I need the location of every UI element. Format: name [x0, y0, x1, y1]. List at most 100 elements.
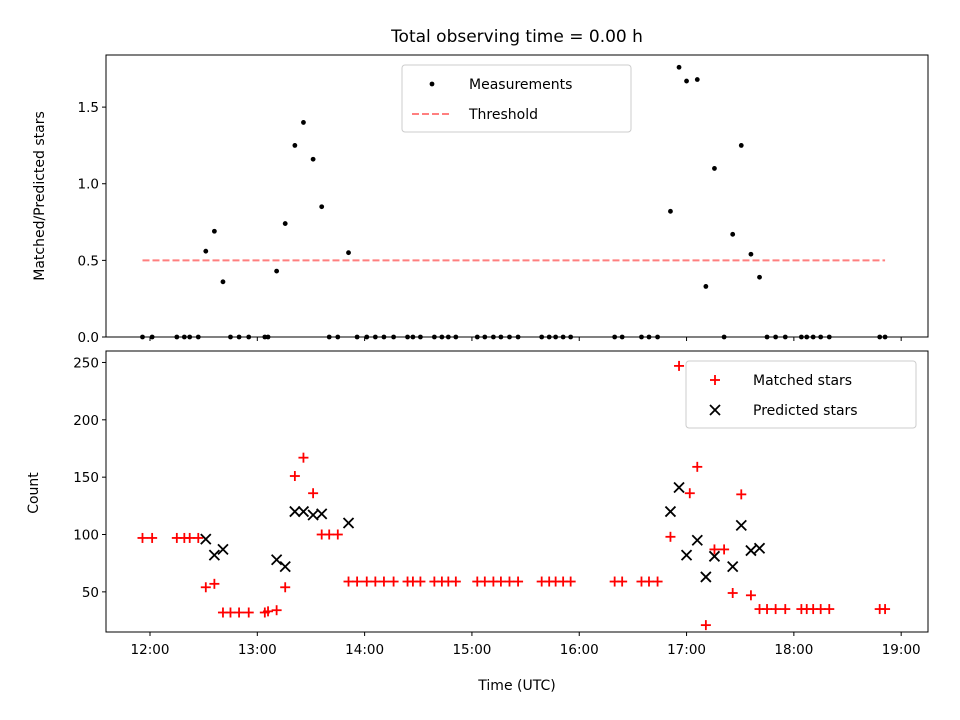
predicted-star-point	[691, 534, 703, 546]
y-tick-label: 250	[73, 355, 99, 371]
counts-legend: Matched stars Predicted stars	[685, 360, 917, 429]
x-axis-label: Time (UTC)	[477, 678, 555, 694]
legend-measurements-marker	[429, 81, 435, 87]
matched-star-point	[880, 604, 891, 615]
matched-star-point	[479, 576, 490, 587]
matched-star-point	[298, 452, 309, 463]
measurement-point	[203, 248, 209, 254]
y-tick-label: 1.0	[78, 177, 99, 193]
ratio-legend: Measurements Threshold	[401, 64, 632, 133]
measurement-point	[310, 156, 316, 162]
x-tick-label: 16:00	[560, 642, 599, 658]
matched-star-point	[727, 588, 738, 599]
counts-legend-box	[685, 360, 917, 429]
predicted-star-point	[289, 505, 301, 518]
predicted-star-point	[217, 543, 229, 556]
matched-star-point	[209, 578, 220, 589]
ratio-panel: 0.0 0.5 1.0 1.5 Matched/Predicted stars Mea…	[32, 54, 929, 346]
counts-axes-frame	[105, 350, 929, 633]
ratio-legend-box	[401, 64, 632, 133]
predicted-star-point	[680, 549, 693, 561]
matched-star-point	[745, 590, 756, 601]
matched-star-point	[324, 529, 335, 540]
matched-star-point	[370, 576, 381, 587]
matched-star-point	[352, 576, 363, 587]
matched-star-point	[234, 607, 245, 618]
matched-star-point	[415, 576, 426, 587]
measurement-point	[292, 143, 298, 148]
legend-predicted-label: Predicted stars	[753, 403, 858, 419]
predicted-star-point	[753, 542, 766, 554]
matched-star-point	[824, 604, 835, 615]
measurement-point	[694, 77, 700, 82]
matched-star-point	[332, 529, 343, 540]
predicted-star-point	[700, 571, 712, 583]
measurement-point	[757, 274, 762, 280]
predicted-star-point	[200, 533, 212, 545]
measurement-point	[712, 166, 717, 171]
predicted-star-point	[727, 560, 739, 573]
matched-star-point	[617, 576, 628, 587]
predicted-star-point	[673, 481, 685, 494]
y-tick-label: 200	[73, 413, 99, 429]
y-tick-label: 150	[73, 470, 99, 486]
x-tick-label: 13:00	[238, 642, 277, 658]
measurement-point	[668, 208, 673, 214]
matched-star-point	[184, 532, 195, 543]
y-tick-label: 1.5	[78, 100, 99, 116]
matched-star-point	[719, 544, 730, 555]
matched-star-point	[308, 488, 319, 499]
matched-star-point	[770, 604, 781, 615]
matched-star-point	[762, 604, 773, 615]
measurement-point	[738, 143, 744, 148]
counts-panel: 50 100 150 200 250 12:00 13:00 14:00 15:00 16:00…	[26, 350, 929, 694]
matched-star-point	[271, 605, 282, 616]
matched-star-point	[450, 576, 461, 587]
legend-threshold-label: Threshold	[468, 107, 538, 123]
legend-measurements-label: Measurements	[469, 77, 572, 93]
matched-star-point	[684, 488, 695, 499]
matched-star-point	[815, 604, 826, 615]
legend-predicted-marker	[709, 404, 721, 416]
matched-star-point	[343, 576, 354, 587]
matched-star-point	[513, 576, 524, 587]
predicted-star-point	[208, 549, 221, 561]
ratio-x-axis	[149, 337, 902, 341]
measurement-point	[301, 120, 306, 125]
x-tick-label: 17:00	[667, 642, 706, 658]
matched-star-point	[243, 607, 254, 618]
measurement-point	[748, 251, 754, 257]
measurement-point	[211, 228, 217, 234]
matched-star-point	[200, 582, 211, 593]
matched-star-point	[736, 489, 747, 500]
measurement-point	[684, 78, 689, 84]
x-tick-label: 19:00	[882, 642, 921, 658]
measurement-point	[319, 204, 325, 210]
matched-star-point	[263, 606, 274, 617]
matched-star-point	[137, 532, 148, 543]
predicted-star-point	[735, 519, 747, 531]
legend-matched-marker	[710, 375, 720, 385]
matched-star-point	[565, 576, 576, 587]
measurement-point	[220, 279, 226, 285]
matched-star-point	[709, 544, 720, 555]
predicted-star-point	[342, 517, 355, 529]
measurement-point	[703, 284, 709, 289]
counts-y-axis-label: Count	[26, 472, 42, 514]
matched-star-point	[780, 604, 791, 615]
y-tick-label: 100	[73, 528, 99, 544]
matched-star-point	[388, 576, 399, 587]
counts-y-axis: 50 100 150 200 250	[73, 355, 106, 601]
predicted-star-point	[745, 544, 757, 557]
ratio-y-axis-label: Matched/Predicted stars	[32, 111, 48, 281]
predicted-star-point	[664, 505, 677, 518]
matched-star-point	[495, 576, 506, 587]
y-tick-label: 0.5	[78, 253, 99, 269]
matched-star-point	[225, 607, 236, 618]
predicted-star-point	[708, 550, 721, 562]
predicted-star-point	[297, 505, 310, 518]
matched-star-point	[147, 532, 158, 543]
matched-star-point	[665, 531, 676, 542]
matched-star-point	[652, 576, 663, 587]
